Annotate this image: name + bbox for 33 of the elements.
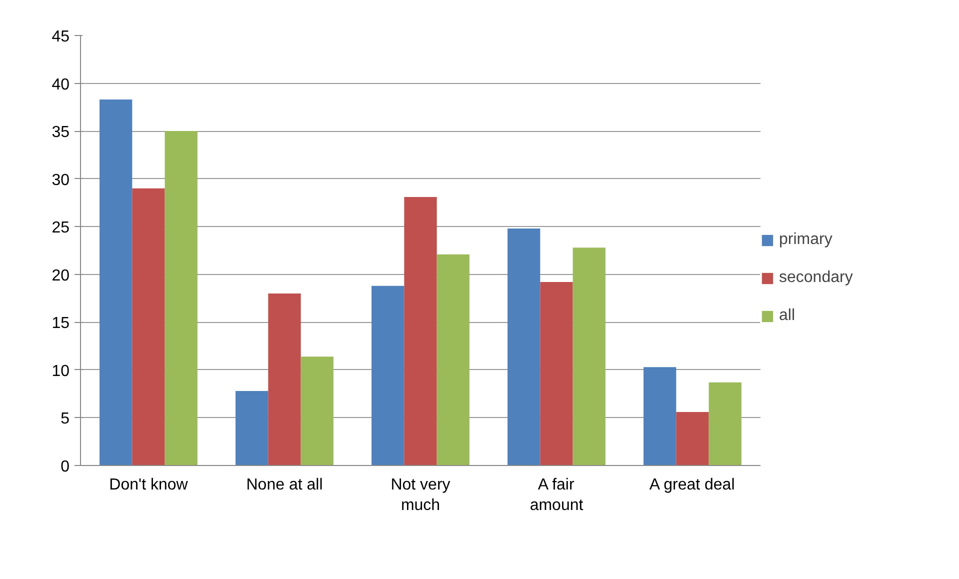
y-tick-label: 20 (52, 267, 70, 284)
bar (676, 412, 709, 466)
bar (132, 188, 165, 466)
x-tick-label: Not very much (390, 476, 450, 514)
bar (372, 286, 404, 466)
y-tick-label: 35 (52, 124, 70, 142)
bar (268, 294, 301, 466)
y-tick-label: 30 (52, 172, 70, 189)
x-tick-label: A fair amount (530, 476, 584, 514)
legend-label: secondary (779, 269, 853, 287)
legend-label: primary (779, 231, 832, 249)
legend-label: all (779, 307, 796, 325)
bar (236, 390, 268, 466)
bar (404, 196, 437, 466)
x-tick-label: Don't know (109, 476, 188, 494)
bar (644, 367, 676, 466)
y-tick-label: 15 (52, 315, 70, 332)
y-tick-label: 45 (52, 28, 70, 46)
bar (572, 248, 606, 466)
y-tick-label: 0 (60, 458, 70, 476)
bar (436, 254, 470, 466)
bar (164, 131, 198, 466)
bar (708, 382, 742, 466)
x-tick-label: None at all (246, 476, 323, 494)
y-tick-label: 40 (52, 76, 70, 94)
y-tick-label: 25 (52, 220, 70, 237)
bar (540, 282, 573, 466)
bar (508, 228, 540, 466)
y-tick-label: 10 (52, 362, 70, 380)
bar (300, 356, 334, 466)
x-tick-label: A great deal (649, 476, 735, 494)
y-tick-label: 5 (60, 410, 70, 428)
bar (100, 100, 132, 466)
